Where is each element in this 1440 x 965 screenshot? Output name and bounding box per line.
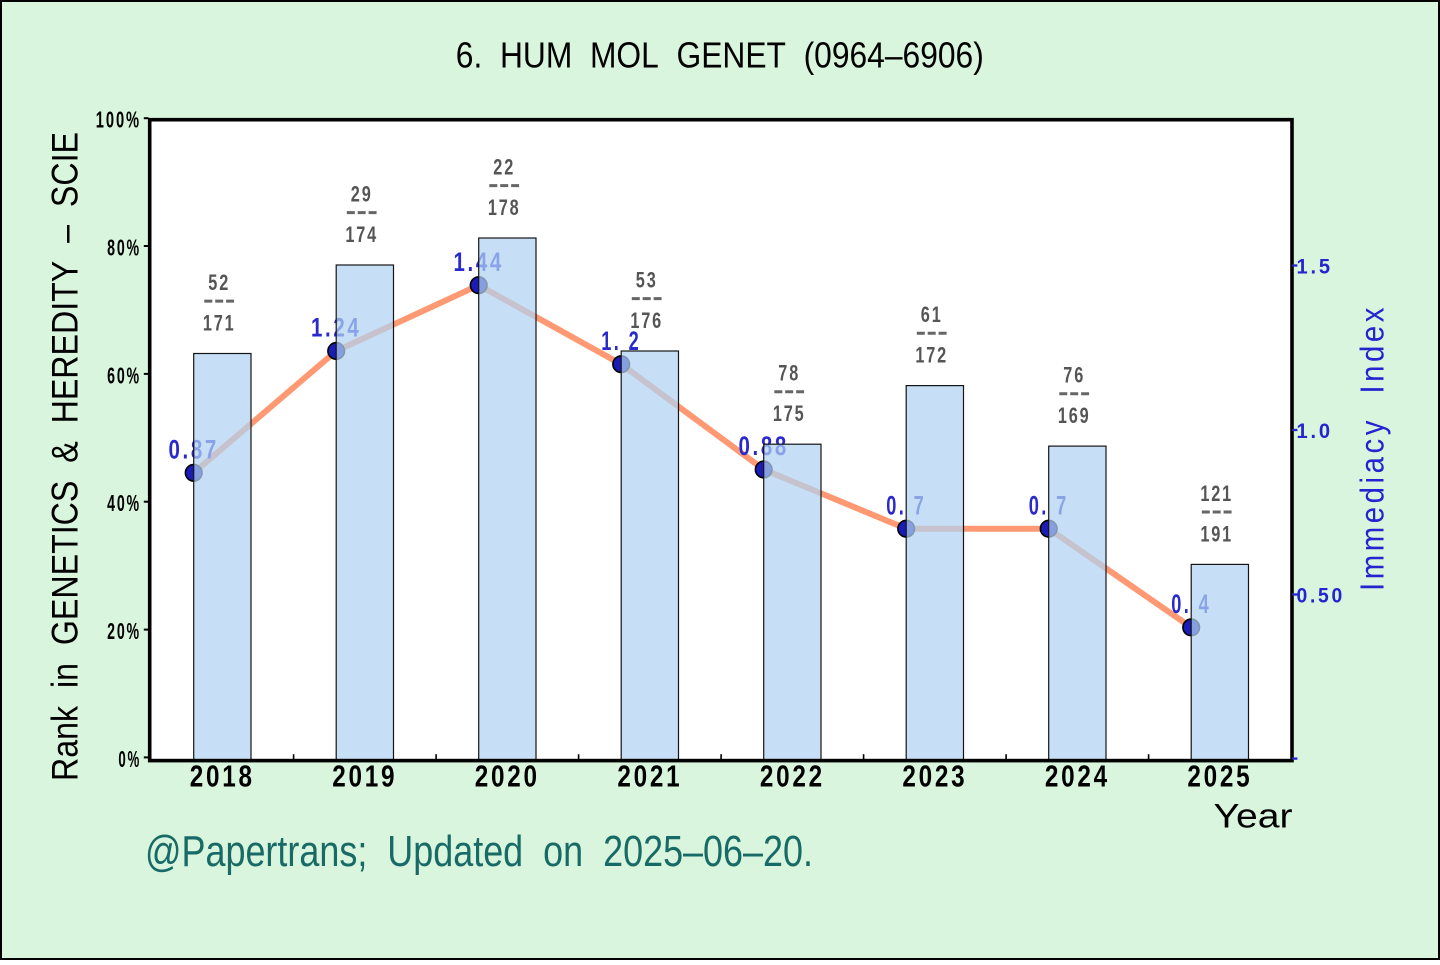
svg-text:40%: 40% (107, 490, 141, 516)
svg-text:60%: 60% (107, 362, 141, 388)
svg-text:2018: 2018 (190, 759, 255, 794)
svg-text:78: 78 (778, 361, 800, 386)
svg-text:22: 22 (493, 154, 515, 179)
svg-text:191: 191 (1200, 521, 1233, 546)
svg-text:Rank in GENETICS & HEREDIT: Rank in GENETICS & HEREDITY – SCIE (44, 132, 85, 781)
svg-text:76: 76 (1063, 363, 1085, 388)
svg-text:2021: 2021 (617, 759, 682, 794)
svg-text:Immediacy Index: Immediacy Index (1354, 304, 1391, 591)
svg-text:@Papertrans; Updated on 202: @Papertrans; Updated on 2025–06–20. (145, 828, 813, 876)
svg-text:61: 61 (921, 302, 943, 327)
svg-text:20%: 20% (107, 618, 141, 644)
svg-text:1.0: 1.0 (1297, 419, 1333, 443)
svg-text:53: 53 (636, 267, 658, 292)
svg-text:2020: 2020 (475, 759, 540, 794)
svg-text:2024: 2024 (1045, 759, 1110, 794)
svg-text:2022: 2022 (760, 759, 825, 794)
svg-text:1.5: 1.5 (1297, 255, 1333, 279)
svg-text:29: 29 (351, 181, 373, 206)
svg-text:0.50: 0.50 (1297, 584, 1345, 608)
svg-text:6. HUM MOL GENET (0964–690: 6. HUM MOL GENET (0964–6906) (456, 36, 984, 76)
svg-text:178: 178 (488, 195, 521, 220)
svg-text:176: 176 (630, 308, 663, 333)
svg-text:100%: 100% (96, 107, 141, 133)
svg-text:2025: 2025 (1187, 759, 1252, 794)
svg-text:Year: Year (1214, 797, 1293, 835)
svg-text:121: 121 (1200, 481, 1233, 506)
svg-text:171: 171 (203, 310, 236, 335)
svg-text:80%: 80% (107, 235, 141, 261)
svg-text:52: 52 (208, 270, 230, 295)
svg-text:2019: 2019 (332, 759, 397, 794)
svg-text:172: 172 (915, 343, 948, 368)
svg-text:2023: 2023 (902, 759, 967, 794)
svg-text:169: 169 (1058, 403, 1091, 428)
svg-text:0%: 0% (118, 746, 141, 772)
svg-text:175: 175 (773, 401, 806, 426)
svg-text:174: 174 (345, 222, 378, 247)
